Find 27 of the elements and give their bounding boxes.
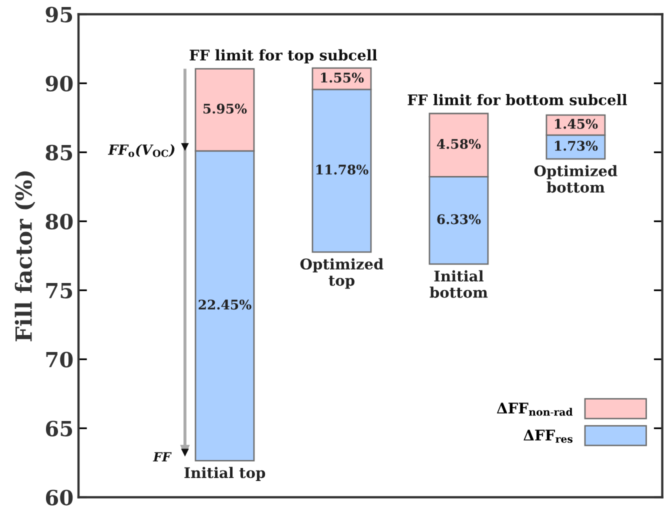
y-tick-label: 90 [46,76,73,92]
legend-label: ΔFF$_{non-rad}$ [496,402,573,416]
annotation: FF limit for top subcell [190,49,378,64]
annotation: FF [152,452,172,462]
annotation: Initial top [184,466,266,482]
annotation: FF limit for bottom subcell [408,94,627,106]
data-label: 22.45% [198,300,252,310]
y-tick-label: 85 [46,144,72,160]
annotation: Optimized bottom [534,165,618,193]
y-tick-label: 80 [46,214,73,230]
data-label: 1.55% [321,72,364,83]
y-tick-label: 75 [46,282,72,298]
data-label: 6.33% [437,214,481,224]
annotation: Initial bottom [430,270,488,298]
data-label: 5.95% [203,104,247,114]
annotation: FF$_{o}$(V$_{OC}$) [108,144,174,158]
y-tick-label: 95 [46,6,72,22]
y-axis-title: Fill factor (%) [14,171,36,342]
data-label: 4.58% [436,138,481,149]
data-label: 1.73% [554,140,598,151]
y-tick-label: 65 [46,420,72,436]
data-label: 11.78% [316,164,368,175]
y-tick-label: 60 [46,490,73,506]
y-tick-label: 70 [46,352,73,368]
data-label: 1.45% [554,118,598,129]
annotation: Optimized top [300,258,384,289]
legend-label: ΔFF$_{res}$ [524,430,573,443]
